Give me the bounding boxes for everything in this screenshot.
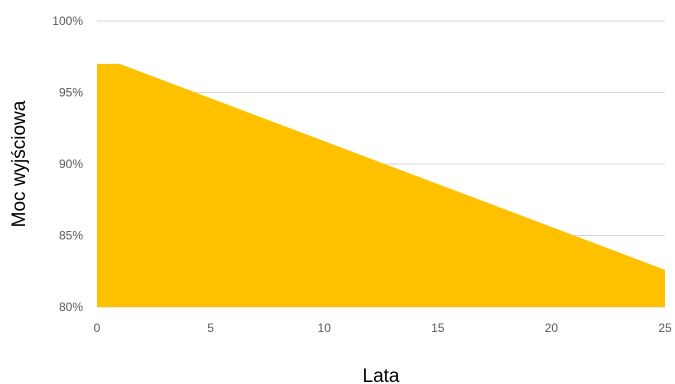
x-tick-label: 10 bbox=[318, 321, 332, 335]
y-tick-label: 85% bbox=[59, 229, 83, 243]
area-series bbox=[97, 63, 665, 308]
y-tick-label: 100% bbox=[52, 14, 83, 28]
x-axis-title: Lata bbox=[363, 366, 400, 384]
y-tick-label: 90% bbox=[59, 157, 83, 171]
x-tick-label: 20 bbox=[545, 321, 559, 335]
x-tick-label: 25 bbox=[658, 321, 672, 335]
y-axis-ticks: 80% 85% 90% 95% 100% bbox=[52, 14, 83, 314]
x-axis-ticks: 0 5 10 15 20 25 bbox=[94, 321, 672, 335]
y-axis-title: Moc wyjściowa bbox=[9, 100, 30, 227]
y-tick-label: 95% bbox=[59, 86, 83, 100]
x-tick-label: 5 bbox=[207, 321, 214, 335]
x-tick-label: 0 bbox=[94, 321, 101, 335]
x-tick-label: 15 bbox=[431, 321, 445, 335]
y-tick-label: 80% bbox=[59, 300, 83, 314]
